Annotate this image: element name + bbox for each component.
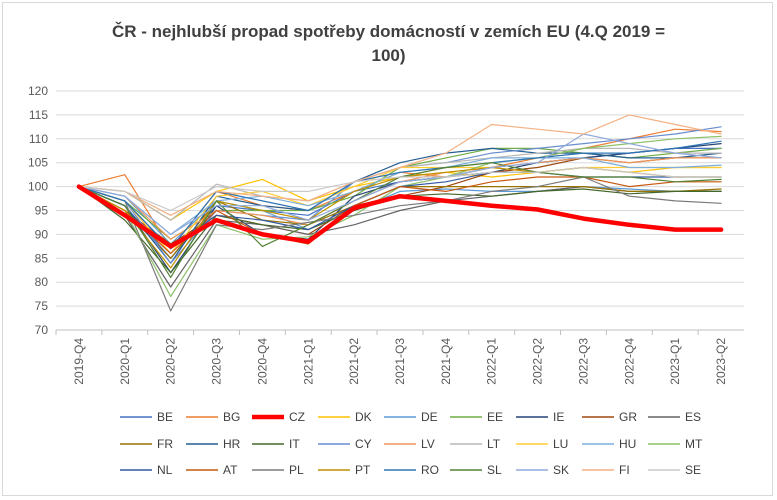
- x-tick-label: 2022-Q2: [531, 338, 545, 385]
- series-line-sk: [78, 133, 722, 235]
- legend-label-gr: GR: [619, 410, 637, 424]
- legend-label-lu: LU: [553, 437, 568, 451]
- y-tick-label: 70: [35, 323, 49, 337]
- legend-label-se: SE: [685, 463, 701, 477]
- legend-label-de: DE: [421, 410, 438, 424]
- y-tick-label: 85: [35, 251, 49, 265]
- series-line-hr: [78, 147, 722, 264]
- x-tick-label: 2021-Q3: [393, 338, 407, 385]
- legend-label-ie: IE: [553, 410, 564, 424]
- series-line-lt: [78, 147, 722, 221]
- x-tick-label: 2020-Q3: [210, 338, 224, 385]
- legend-label-sl: SL: [487, 463, 502, 477]
- legend-label-nl: NL: [157, 463, 173, 477]
- legend-label-hr: HR: [223, 437, 241, 451]
- x-tick-label: 2023-Q1: [668, 338, 682, 385]
- y-tick-label: 100: [28, 180, 48, 194]
- x-tick-label: 2022-Q3: [576, 338, 590, 385]
- legend-label-lt: LT: [487, 437, 501, 451]
- x-tick-label: 2021-Q1: [301, 338, 315, 385]
- x-tick-label: 2020-Q4: [255, 338, 269, 385]
- legend-label-at: AT: [223, 463, 238, 477]
- x-tick-label: 2020-Q1: [118, 338, 132, 385]
- legend-label-es: ES: [685, 410, 701, 424]
- series-lines: [76, 114, 724, 312]
- series-line-it: [78, 186, 722, 274]
- x-tick-label: 2019-Q4: [72, 338, 86, 385]
- y-tick-label: 120: [28, 84, 48, 98]
- series-line-ro: [78, 140, 722, 250]
- x-tick-label: 2020-Q2: [164, 338, 178, 385]
- y-tick-label: 115: [29, 108, 48, 122]
- series-line-fi: [78, 114, 722, 216]
- chart-title-line-1: ČR - nejhlubší propad spotřeby domácnost…: [111, 22, 666, 41]
- y-tick-label: 110: [29, 132, 48, 146]
- legend: BE BG CZ DK DE EE IE GR ES FR HR IT CY LV LT LU HU MT NL AT…: [120, 410, 703, 477]
- chart-title-line-2: 100): [371, 46, 406, 65]
- legend-label-cy: CY: [355, 437, 372, 451]
- legend-label-sk: SK: [553, 463, 569, 477]
- x-axis-ticks: 2019-Q4 2020-Q1 2020-Q2 2020-Q3 2020-Q4 2021-…: [55, 330, 728, 385]
- series-line-se: [78, 166, 722, 212]
- legend-label-dk: DK: [355, 410, 372, 424]
- legend-label-bg: BG: [223, 410, 240, 424]
- legend-label-mt: MT: [685, 437, 703, 451]
- x-tick-label: 2023-Q2: [714, 338, 728, 385]
- legend-label-hu: HU: [619, 437, 636, 451]
- x-tick-label: 2022-Q4: [622, 338, 636, 385]
- chart-title: ČR - nejhlubší propad spotřeby domácnost…: [0, 20, 777, 68]
- y-tick-label: 105: [28, 156, 48, 170]
- series-line-lv: [78, 157, 722, 240]
- y-tick-label: 95: [35, 204, 49, 218]
- legend-label-pt: PT: [355, 463, 371, 477]
- legend-label-cz: CZ: [289, 410, 305, 424]
- legend-label-be: BE: [157, 410, 173, 424]
- series-line-sl: [78, 162, 722, 278]
- legend-label-ro: RO: [421, 463, 439, 477]
- y-axis-ticks: 70 75 80 85 90 95 100 105 110 115 120: [28, 84, 48, 337]
- legend-label-ee: EE: [487, 410, 503, 424]
- legend-label-it: IT: [289, 437, 300, 451]
- legend-label-pl: PL: [289, 463, 304, 477]
- legend-label-fr: FR: [157, 437, 173, 451]
- y-tick-label: 90: [35, 227, 49, 241]
- series-line-pl: [78, 176, 722, 312]
- x-tick-label: 2021-Q2: [347, 338, 361, 385]
- x-tick-label: 2022-Q1: [485, 338, 499, 385]
- y-tick-label: 75: [35, 299, 49, 313]
- legend-label-lv: LV: [421, 437, 435, 451]
- x-tick-label: 2021-Q4: [439, 338, 453, 385]
- series-line-cz: [76, 184, 724, 249]
- y-tick-label: 80: [35, 275, 49, 289]
- legend-label-fi: FI: [619, 463, 630, 477]
